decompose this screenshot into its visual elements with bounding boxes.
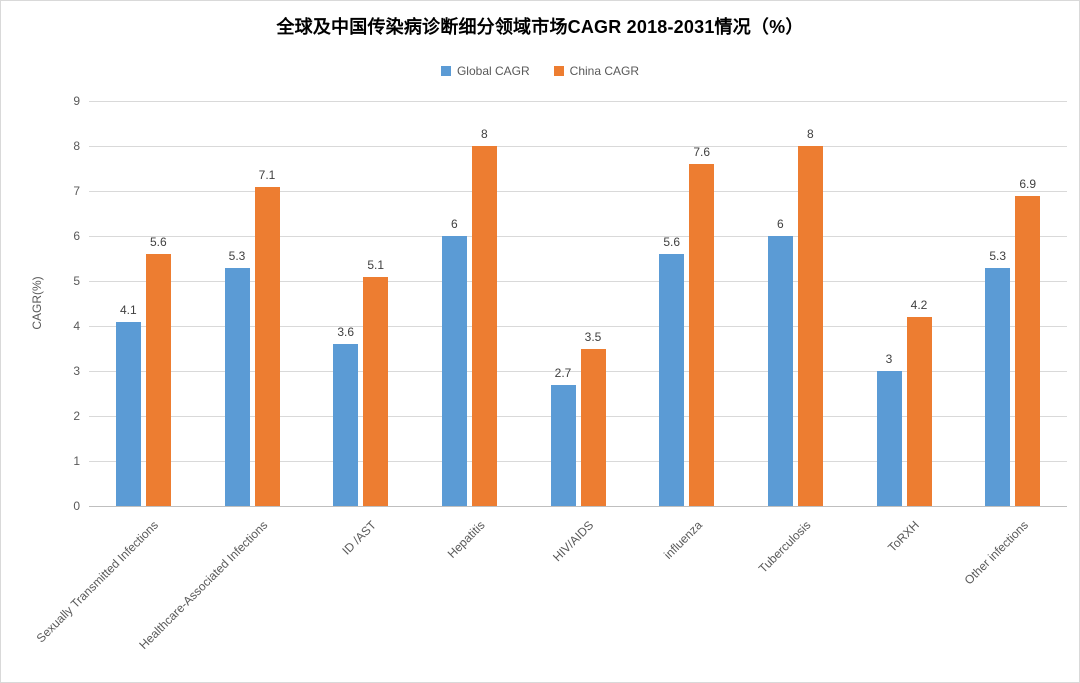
y-tick-label: 0	[73, 499, 80, 513]
y-tick-label: 2	[73, 409, 80, 423]
gridline	[89, 461, 1067, 462]
bar-value-label: 5.6	[149, 235, 167, 249]
gridline	[89, 101, 1067, 102]
bar	[441, 236, 467, 506]
y-tick-label: 9	[73, 94, 80, 108]
bar-value-label: 5.3	[989, 248, 1006, 263]
bar	[1015, 195, 1041, 506]
bar	[363, 276, 389, 506]
x-axis-category-label: Hepatitis	[444, 518, 488, 561]
x-axis-category-label: Tuberculosis	[755, 518, 814, 576]
bar	[333, 344, 359, 506]
bar-value-label: 3	[885, 352, 893, 366]
bar-value-label: 4.2	[910, 298, 928, 312]
bar	[254, 186, 280, 506]
bar-value-label: 6.9	[1019, 176, 1036, 191]
gridline	[89, 146, 1067, 147]
bar-value-label: 3.6	[337, 325, 354, 339]
plot-area: 0 1 2 3 4 5 6 7 8 9 4.1 5.6 Sexually Transmitted Inf…	[34, 94, 1067, 652]
gridline	[89, 326, 1067, 327]
gridline	[89, 236, 1067, 237]
bar	[659, 254, 685, 506]
y-tick-label: 3	[73, 364, 80, 378]
bar-value-label: 7.1	[258, 167, 276, 182]
bar	[767, 236, 793, 506]
bar	[797, 146, 823, 506]
y-tick-label: 7	[73, 184, 80, 198]
y-tick-label: 1	[73, 454, 80, 468]
legend-item: China CAGR	[553, 64, 640, 78]
bar	[906, 317, 932, 506]
bar	[115, 321, 141, 506]
bar-value-label: 5.1	[367, 257, 384, 272]
gridline	[89, 191, 1067, 192]
x-axis-category-label: HIV/AIDS	[549, 518, 596, 565]
legend-swatch	[440, 66, 451, 76]
bar	[471, 146, 497, 506]
bar-value-label: 4.1	[119, 302, 137, 317]
gridline	[89, 371, 1067, 372]
y-axis-title: CAGR(%)	[30, 276, 44, 330]
bar-value-label: 6	[450, 217, 458, 231]
bar-value-label: 6	[776, 217, 784, 231]
bar-value-label: 3.5	[584, 329, 602, 344]
chart-title: 全球及中国传染病诊断细分领域市场CAGR 2018-2031情况（%）	[276, 17, 804, 37]
legend: Global CAGR China CAGR	[1, 64, 1079, 78]
x-axis-category-label: ID /AST	[338, 518, 379, 558]
bar-value-label: 5.6	[663, 235, 680, 249]
gridline	[89, 281, 1067, 282]
bar	[224, 267, 250, 506]
legend-label: China CAGR	[569, 64, 640, 78]
y-tick-label: 6	[73, 229, 80, 243]
bar	[689, 164, 715, 506]
bar	[550, 384, 576, 506]
bar-value-label: 2.7	[554, 365, 572, 380]
bar	[145, 254, 171, 506]
y-tick-label: 8	[73, 139, 80, 153]
y-tick-label: 4	[73, 319, 80, 333]
bar-value-label: 5.3	[228, 248, 246, 263]
y-tick-label: 5	[73, 274, 80, 288]
bar-value-label: 7.6	[693, 145, 710, 159]
x-axis-category-label: influenza	[660, 518, 705, 562]
bar-value-label: 8	[480, 127, 488, 141]
x-axis-category-label: Healthcare-Associated Infections	[135, 518, 270, 652]
x-axis-category-label: Other infections	[961, 518, 1031, 588]
legend-swatch	[553, 66, 564, 76]
bar	[876, 371, 902, 506]
x-axis-category-label: ToRXH	[885, 518, 922, 555]
x-axis-category-label: Sexually Transmitted Infections	[33, 518, 162, 646]
legend-label: Global CAGR	[456, 64, 530, 78]
bar	[580, 348, 606, 506]
legend-item: Global CAGR	[440, 64, 530, 78]
gridline	[89, 416, 1067, 417]
x-axis-line	[89, 506, 1067, 507]
bar	[985, 267, 1011, 506]
bar-value-label: 8	[806, 127, 814, 141]
